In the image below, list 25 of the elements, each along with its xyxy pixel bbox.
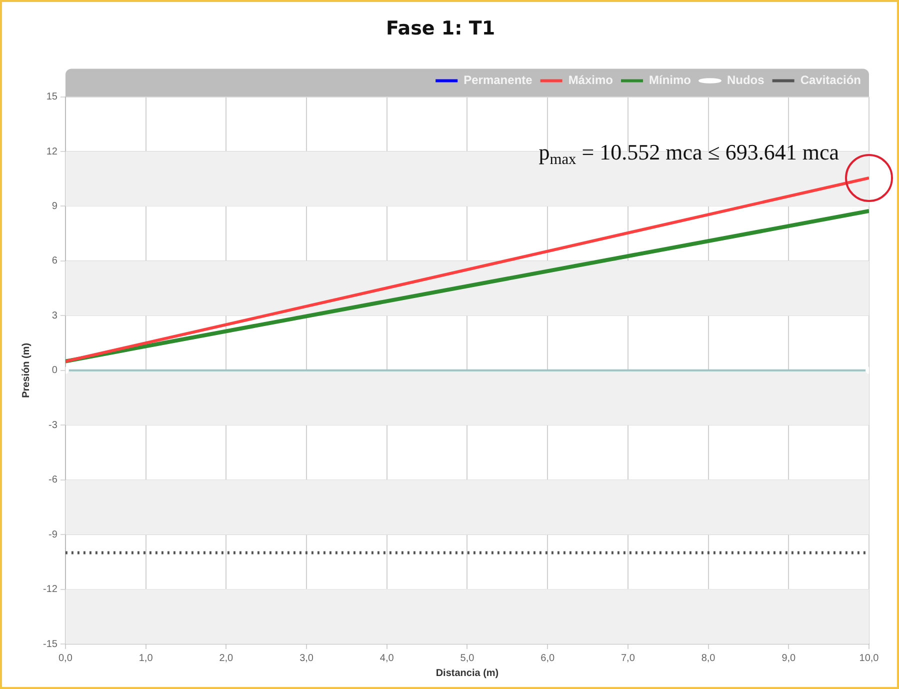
- x-tick-label: 0,0: [58, 652, 73, 664]
- y-tick-label: -9: [48, 529, 58, 540]
- y-tick-label: 12: [46, 146, 58, 158]
- x-axis-title: Distancia (m): [436, 668, 499, 679]
- x-tick-label: 10,0: [859, 652, 880, 664]
- y-tick-label: 0: [52, 365, 58, 376]
- y-tick-label: 6: [52, 256, 58, 267]
- x-tick-label: 9,0: [782, 652, 796, 664]
- y-tick-label: -15: [43, 638, 58, 650]
- y-tick-label: 9: [52, 200, 58, 212]
- x-tick-label: 4,0: [380, 652, 394, 664]
- x-tick-label: 8,0: [701, 652, 716, 664]
- chart-title: Fase 1: T1: [386, 17, 496, 40]
- y-axis-title: Presión (m): [20, 342, 32, 398]
- y-tick-label: 15: [46, 92, 58, 103]
- y-tick-label: -3: [48, 420, 58, 431]
- y-tick-label: 3: [52, 310, 58, 322]
- x-tick-label: 5,0: [460, 652, 475, 664]
- x-tick-label: 6,0: [540, 652, 555, 664]
- y-tick-label: -6: [48, 474, 58, 486]
- x-tick-label: 7,0: [620, 652, 636, 664]
- y-tick-label: -12: [43, 584, 58, 596]
- x-tick-label: 3,0: [300, 652, 314, 664]
- x-tick-label: 2,0: [219, 652, 234, 664]
- x-tick-label: 1,0: [138, 652, 154, 664]
